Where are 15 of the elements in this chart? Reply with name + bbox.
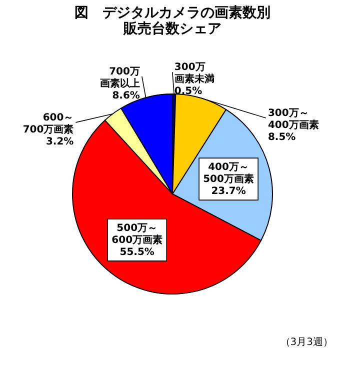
data-label: 23.7% [211,186,246,198]
data-label: 55.5% [120,246,154,258]
text: （3月3週） [280,337,333,348]
slice-label: 500万～600万画素 [112,222,163,246]
data-label: 8.5% [268,132,296,144]
slice-label: 300万画素未満 [174,62,214,86]
slice-label: 400万～500万画素 [203,162,254,186]
slice-label: 600～700万画素 [22,112,74,136]
data-label: 8.6% [112,90,140,102]
data-label: 0.5% [174,86,202,98]
data-label: 3.2% [46,136,74,148]
chart-subtitle: 販売台数シェア [122,21,222,37]
chart-title: 図 デジタルカメラの画素数別 [74,5,270,21]
slice-label: 700万画素以上 [100,66,140,90]
slice-label: 300万～400万画素 [268,108,319,132]
